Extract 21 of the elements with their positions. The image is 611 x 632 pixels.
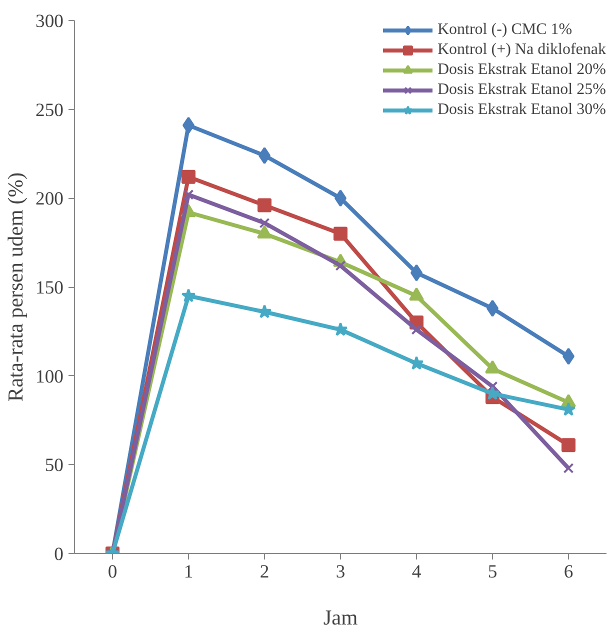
legend-label: Dosis Ekstrak Etanol 30%: [437, 101, 606, 119]
legend-label: Dosis Ekstrak Etanol 25%: [437, 81, 606, 99]
x-tick-label: 0: [108, 562, 118, 582]
y-tick-label: 100: [36, 366, 64, 388]
x-tick-label: 3: [336, 562, 346, 582]
y-tick-label: 0: [54, 544, 64, 565]
legend-label: Kontrol (-) CMC 1%: [437, 21, 572, 39]
x-axis-title: Jam: [323, 606, 358, 630]
legend-label: Dosis Ekstrak Etanol 20%: [437, 61, 606, 79]
x-tick-label: 1: [184, 562, 194, 582]
y-tick-label: 200: [36, 188, 64, 210]
y-axis-title: Rata-rata persen udem (%): [4, 172, 28, 402]
legend-label: Kontrol (+) Na diklofenak: [437, 41, 606, 59]
y-tick-label: 300: [36, 11, 64, 32]
x-tick-label: 4: [412, 562, 422, 582]
y-tick-label: 250: [36, 100, 64, 121]
x-tick-label: 2: [260, 562, 270, 582]
x-tick-label: 6: [564, 562, 574, 582]
y-tick-label: 50: [44, 455, 64, 476]
x-tick-label: 5: [488, 562, 498, 582]
y-tick-label: 150: [36, 278, 64, 298]
